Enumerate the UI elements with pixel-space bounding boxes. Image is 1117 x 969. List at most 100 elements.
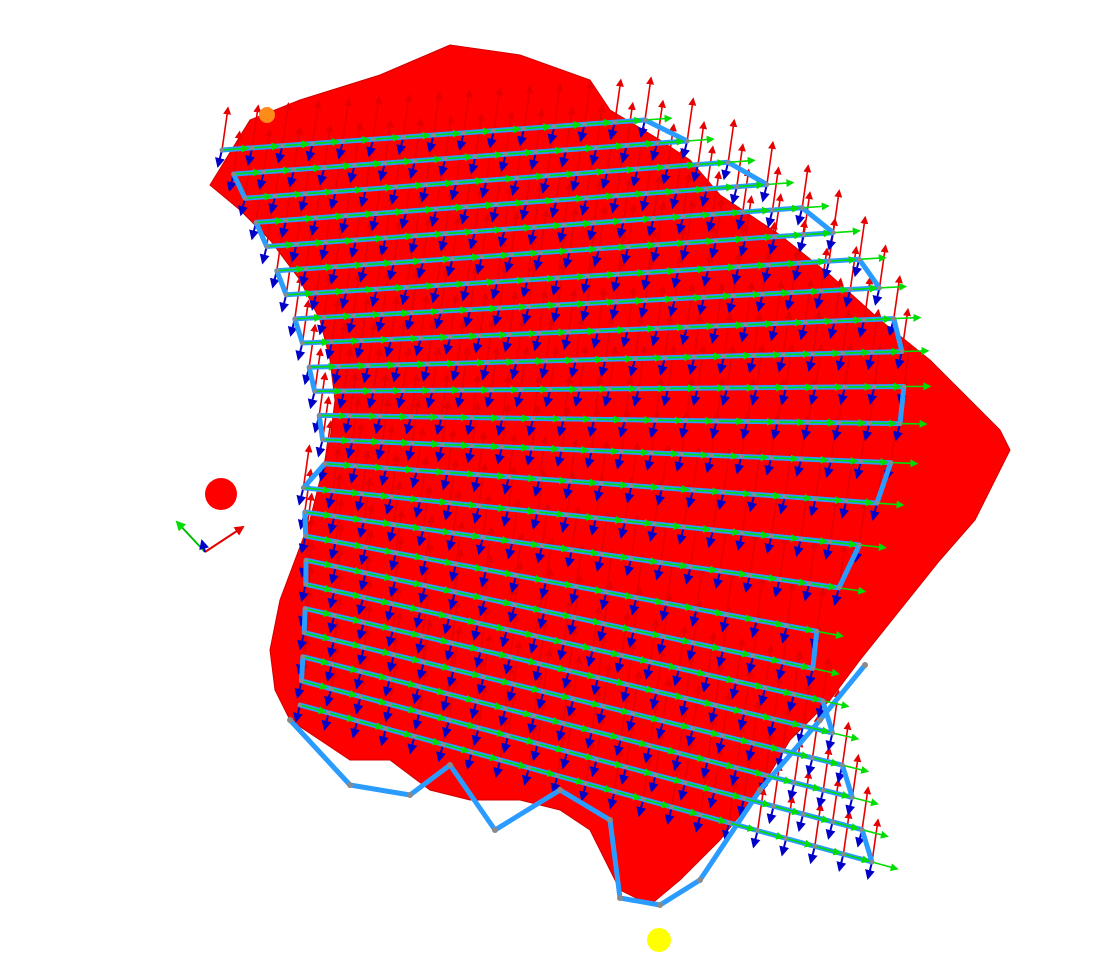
toolpath-vertex bbox=[658, 560, 664, 565]
binormal-arrow bbox=[648, 419, 659, 439]
binormal-arrow bbox=[505, 541, 516, 560]
binormal-arrow bbox=[324, 688, 334, 707]
toolpath-vertex bbox=[333, 264, 338, 269]
tangent-arrow bbox=[316, 287, 344, 296]
toolpath-vertex bbox=[818, 288, 824, 294]
toolpath-vertex bbox=[615, 272, 621, 277]
toolpath-vertex bbox=[341, 388, 347, 394]
toolpath-vertex bbox=[814, 629, 819, 634]
toolpath-vertex bbox=[726, 820, 732, 825]
binormal-arrow bbox=[446, 669, 457, 688]
tangent-arrow bbox=[355, 463, 383, 472]
start-point-marker[interactable] bbox=[259, 107, 275, 123]
tangent-arrow bbox=[481, 251, 510, 260]
binormal-arrow bbox=[669, 190, 680, 210]
binormal-arrow bbox=[609, 301, 620, 320]
binormal-arrow bbox=[685, 728, 696, 747]
toolpath-vertex bbox=[431, 132, 436, 138]
surface-mesh[interactable] bbox=[209, 44, 1011, 906]
normal-arrow bbox=[726, 344, 737, 389]
normal-arrow bbox=[714, 661, 725, 706]
axis-gizmo[interactable] bbox=[175, 520, 245, 553]
toolpath-vertex bbox=[736, 264, 741, 269]
binormal-arrow bbox=[700, 760, 711, 779]
toolpath-vertex bbox=[421, 659, 426, 665]
toolpath-vertex bbox=[836, 585, 842, 591]
binormal-arrow bbox=[537, 610, 548, 630]
reference-sphere[interactable] bbox=[205, 478, 237, 510]
toolpath-vertex bbox=[584, 195, 589, 201]
normal-arrow bbox=[785, 794, 796, 839]
tangent-arrow bbox=[694, 352, 722, 361]
binormal-arrow bbox=[764, 457, 774, 476]
binormal-arrow bbox=[498, 708, 509, 727]
tangent-arrow bbox=[466, 201, 494, 210]
toolpath-vertex bbox=[709, 453, 714, 458]
tangent-arrow bbox=[534, 221, 562, 230]
binormal-arrow bbox=[506, 683, 517, 703]
toolpath-vertex bbox=[573, 357, 578, 363]
binormal-arrow bbox=[489, 204, 500, 223]
toolpath-vertex bbox=[643, 298, 648, 303]
normal-arrow bbox=[625, 101, 636, 146]
tangent-arrow bbox=[528, 301, 557, 310]
toolpath-vertex bbox=[333, 564, 338, 569]
toolpath-vertex bbox=[274, 268, 279, 273]
toolpath-vertex bbox=[734, 679, 739, 684]
toolpath-vertex bbox=[888, 460, 893, 465]
toolpath-vertex bbox=[870, 350, 875, 355]
normal-arrow bbox=[682, 172, 693, 217]
binormal-arrow bbox=[807, 846, 818, 865]
tangent-arrow bbox=[263, 166, 292, 175]
tangent-arrow bbox=[450, 332, 478, 341]
end-point-marker[interactable] bbox=[647, 928, 671, 952]
toolpath-vertex bbox=[724, 385, 730, 391]
tangent-arrow bbox=[832, 732, 860, 742]
tangent-arrow bbox=[365, 183, 394, 192]
tangent-arrow bbox=[850, 284, 878, 293]
binormal-arrow bbox=[509, 177, 520, 196]
tangent-arrow bbox=[433, 129, 461, 138]
binormal-arrow bbox=[749, 387, 760, 406]
tangent-arrow bbox=[440, 306, 469, 315]
toolpath-vertex bbox=[840, 763, 845, 768]
toolpath-vertex bbox=[731, 293, 736, 298]
normal-arrow bbox=[583, 80, 594, 125]
normal-arrow bbox=[477, 431, 488, 475]
binormal-arrow bbox=[678, 782, 688, 801]
normal-arrow bbox=[649, 618, 660, 663]
binormal-arrow bbox=[715, 735, 726, 754]
binormal-arrow bbox=[305, 143, 316, 162]
tangent-arrow bbox=[681, 450, 709, 459]
binormal-arrow bbox=[416, 260, 426, 279]
toolpath-vertex bbox=[420, 633, 425, 639]
normal-arrow bbox=[598, 205, 609, 249]
toolpath-vertex bbox=[302, 630, 307, 635]
binormal-arrow bbox=[342, 415, 353, 434]
normal-arrow bbox=[802, 682, 813, 727]
binormal-arrow bbox=[356, 597, 366, 616]
toolpath-vertex bbox=[647, 743, 653, 748]
normal-arrow bbox=[535, 108, 546, 153]
tangent-arrow bbox=[820, 285, 849, 294]
toolpath-vertex bbox=[862, 317, 867, 323]
binormal-arrow bbox=[641, 272, 651, 291]
binormal-arrow bbox=[448, 591, 458, 610]
binormal-arrow bbox=[490, 281, 501, 300]
binormal-arrow bbox=[805, 668, 816, 687]
binormal-arrow bbox=[325, 490, 336, 509]
binormal-arrow bbox=[356, 622, 367, 641]
normal-arrow bbox=[728, 779, 739, 823]
toolpath-vertex bbox=[842, 384, 848, 390]
binormal-arrow bbox=[685, 489, 696, 508]
binormal-arrow bbox=[438, 233, 448, 252]
binormal-arrow bbox=[415, 635, 426, 655]
binormal-arrow bbox=[459, 206, 470, 225]
toolpath-vertex bbox=[684, 240, 689, 245]
toolpath-vertex bbox=[592, 417, 597, 422]
toolpath-vertex bbox=[655, 242, 660, 247]
toolpath-vertex bbox=[359, 338, 364, 343]
binormal-arrow bbox=[596, 706, 606, 725]
toolpath-vertex bbox=[404, 209, 409, 214]
